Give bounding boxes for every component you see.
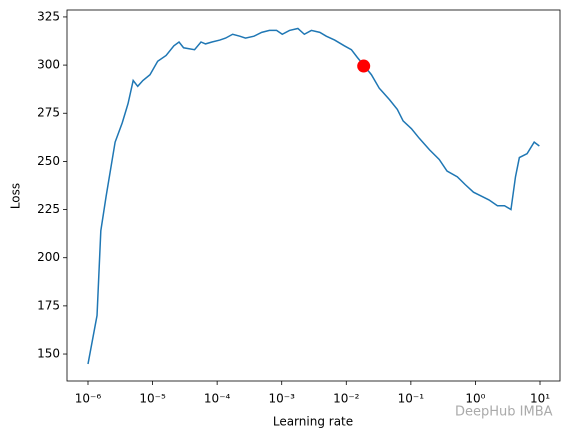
y-tick-label: 300 xyxy=(37,58,60,72)
y-tick-label: 275 xyxy=(37,106,60,120)
x-tick-label: 10⁰ xyxy=(465,392,485,406)
x-axis-label: Learning rate xyxy=(273,415,353,429)
x-tick-label: 10⁻¹ xyxy=(398,392,425,406)
y-axis-label: Loss xyxy=(9,183,23,209)
x-tick-label: 10⁻⁴ xyxy=(204,392,231,406)
x-tick-label: 10⁻³ xyxy=(269,392,296,406)
x-tick-label: 10¹ xyxy=(530,392,550,406)
y-tick-label: 175 xyxy=(37,298,60,312)
axes-frame xyxy=(66,9,561,382)
watermark: DeepHub IMBA xyxy=(455,405,553,420)
y-tick-label: 225 xyxy=(37,202,60,216)
y-tick-label: 250 xyxy=(37,154,60,168)
y-tick-label: 200 xyxy=(37,250,60,264)
loss-line xyxy=(87,27,540,365)
x-tick-label: 10⁻⁵ xyxy=(139,392,166,406)
x-tick-label: 10⁻² xyxy=(333,392,360,406)
y-tick-label: 150 xyxy=(37,347,60,361)
suggested-point xyxy=(357,59,371,73)
y-tick-label: 325 xyxy=(37,9,60,23)
x-tick-label: 10⁻⁶ xyxy=(75,392,102,406)
